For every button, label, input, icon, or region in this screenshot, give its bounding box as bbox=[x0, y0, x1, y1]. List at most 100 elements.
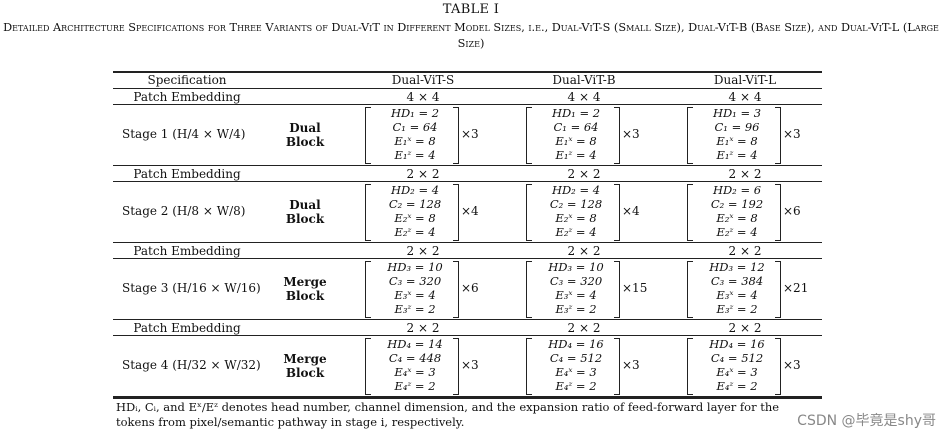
block-type-word: Block bbox=[285, 212, 325, 226]
repeat-count: ×15 bbox=[622, 281, 648, 295]
right-bracket bbox=[453, 184, 459, 241]
row-rule bbox=[113, 242, 822, 243]
hyperparam-line: C₃ = 320 bbox=[549, 274, 603, 288]
hyperparam-line: C₄ = 448 bbox=[388, 351, 442, 365]
block-type: Merge Block bbox=[278, 352, 332, 380]
patch-size-value: 4 × 4 bbox=[728, 90, 762, 104]
right-bracket bbox=[614, 261, 620, 318]
row-rule bbox=[113, 181, 822, 182]
hyperparam-line: E₁ˣ = 8 bbox=[716, 134, 758, 148]
hyperparam-line: HD₄ = 16 bbox=[548, 337, 604, 351]
stage-label: Stage 2 (H/8 × W/8) bbox=[122, 204, 246, 218]
hyperparam-line: E₄ˣ = 3 bbox=[716, 365, 758, 379]
block-type: Dual Block bbox=[278, 198, 332, 226]
table-caption: Detailed Architecture Specifications for… bbox=[3, 21, 939, 50]
hyperparam-line: E₃ˣ = 4 bbox=[555, 288, 597, 302]
left-bracket bbox=[365, 261, 371, 318]
header-variant: Dual-ViT-S bbox=[391, 73, 455, 87]
repeat-count: ×4 bbox=[461, 204, 479, 218]
hyperparam-line: E₁ˣ = 8 bbox=[555, 134, 597, 148]
hyperparam-line: C₂ = 128 bbox=[549, 197, 603, 211]
left-bracket bbox=[526, 261, 532, 318]
hyperparam-line: C₁ = 96 bbox=[714, 120, 760, 134]
stage-label: Stage 3 (H/16 × W/16) bbox=[122, 281, 261, 295]
left-bracket bbox=[687, 184, 693, 241]
block-type-word: Merge bbox=[283, 275, 327, 289]
hyperparam-matrix: HD₄ = 16 C₄ = 512 E₄ˣ = 3 E₄ᶻ = 2 bbox=[532, 337, 620, 393]
hyperparam-line: C₄ = 512 bbox=[549, 351, 603, 365]
hyperparam-line: C₄ = 512 bbox=[710, 351, 764, 365]
right-bracket bbox=[775, 338, 781, 395]
block-type-word: Dual bbox=[289, 198, 321, 212]
hyperparam-line: HD₄ = 16 bbox=[709, 337, 765, 351]
left-bracket bbox=[526, 107, 532, 164]
hyperparam-line: E₂ᶻ = 4 bbox=[555, 225, 597, 239]
block-type: Merge Block bbox=[278, 275, 332, 303]
row-rule bbox=[113, 258, 822, 259]
block-type: Dual Block bbox=[278, 121, 332, 149]
hyperparam-matrix: HD₃ = 10 C₃ = 320 E₃ˣ = 4 E₃ᶻ = 2 bbox=[532, 260, 620, 316]
patch-size-value: 2 × 2 bbox=[567, 244, 601, 258]
header-variant: Dual-ViT-B bbox=[552, 73, 616, 87]
hyperparam-line: C₃ = 320 bbox=[388, 274, 442, 288]
hyperparam-line: HD₁ = 2 bbox=[551, 106, 601, 120]
right-bracket bbox=[775, 107, 781, 164]
bottom-rule bbox=[113, 397, 822, 399]
top-rule bbox=[113, 71, 822, 73]
patch-embedding-label: Patch Embedding bbox=[133, 167, 241, 181]
patch-embedding-label: Patch Embedding bbox=[133, 321, 241, 335]
hyperparam-line: HD₂ = 4 bbox=[551, 183, 601, 197]
block-type-word: Merge bbox=[283, 352, 327, 366]
stage-label: Stage 1 (H/4 × W/4) bbox=[122, 127, 246, 141]
block-type-word: Block bbox=[285, 135, 325, 149]
header-variant: Dual-ViT-L bbox=[713, 73, 777, 87]
hyperparam-matrix: HD₃ = 10 C₃ = 320 E₃ˣ = 4 E₃ᶻ = 2 bbox=[371, 260, 459, 316]
left-bracket bbox=[687, 261, 693, 318]
hyperparam-line: E₄ˣ = 3 bbox=[394, 365, 436, 379]
left-bracket bbox=[526, 184, 532, 241]
row-rule bbox=[113, 319, 822, 320]
block-type-word: Block bbox=[285, 289, 325, 303]
header-rule bbox=[113, 88, 822, 89]
hyperparam-matrix: HD₂ = 6 C₂ = 192 E₂ˣ = 8 E₂ᶻ = 4 bbox=[693, 183, 781, 239]
right-bracket bbox=[453, 338, 459, 395]
left-bracket bbox=[526, 338, 532, 395]
right-bracket bbox=[614, 338, 620, 395]
patch-embedding-label: Patch Embedding bbox=[133, 244, 241, 258]
repeat-count: ×3 bbox=[461, 358, 479, 372]
patch-size-value: 2 × 2 bbox=[406, 167, 440, 181]
patch-size-value: 2 × 2 bbox=[728, 321, 762, 335]
hyperparam-line: C₃ = 384 bbox=[710, 274, 764, 288]
right-bracket bbox=[614, 107, 620, 164]
left-bracket bbox=[365, 107, 371, 164]
repeat-count: ×3 bbox=[622, 127, 640, 141]
patch-size-value: 4 × 4 bbox=[567, 90, 601, 104]
block-type-word: Dual bbox=[289, 121, 321, 135]
stage-label: Stage 4 (H/32 × W/32) bbox=[122, 358, 261, 372]
table-label: TABLE I bbox=[442, 2, 500, 17]
left-bracket bbox=[687, 338, 693, 395]
watermark: CSDN @毕竟是shy哥 bbox=[797, 413, 936, 429]
hyperparam-matrix: HD₄ = 16 C₄ = 512 E₄ˣ = 3 E₄ᶻ = 2 bbox=[693, 337, 781, 393]
left-bracket bbox=[365, 184, 371, 241]
hyperparam-line: E₁ᶻ = 4 bbox=[555, 148, 597, 162]
hyperparam-matrix: HD₃ = 12 C₃ = 384 E₃ˣ = 4 E₃ᶻ = 2 bbox=[693, 260, 781, 316]
block-type-word: Block bbox=[285, 366, 325, 380]
hyperparam-line: E₃ᶻ = 2 bbox=[555, 302, 597, 316]
hyperparam-line: HD₂ = 4 bbox=[390, 183, 440, 197]
repeat-count: ×3 bbox=[783, 358, 801, 372]
left-bracket bbox=[687, 107, 693, 164]
hyperparam-line: C₂ = 128 bbox=[388, 197, 442, 211]
right-bracket bbox=[614, 184, 620, 241]
hyperparam-matrix: HD₁ = 2 C₁ = 64 E₁ˣ = 8 E₁ᶻ = 4 bbox=[371, 106, 459, 162]
hyperparam-matrix: HD₁ = 3 C₁ = 96 E₁ˣ = 8 E₁ᶻ = 4 bbox=[693, 106, 781, 162]
hyperparam-matrix: HD₄ = 14 C₄ = 448 E₄ˣ = 3 E₄ᶻ = 2 bbox=[371, 337, 459, 393]
hyperparam-line: E₃ˣ = 4 bbox=[394, 288, 436, 302]
hyperparam-line: E₂ᶻ = 4 bbox=[394, 225, 436, 239]
row-rule bbox=[113, 104, 822, 105]
patch-size-value: 2 × 2 bbox=[406, 244, 440, 258]
hyperparam-line: HD₁ = 2 bbox=[390, 106, 440, 120]
hyperparam-matrix: HD₂ = 4 C₂ = 128 E₂ˣ = 8 E₂ᶻ = 4 bbox=[532, 183, 620, 239]
left-bracket bbox=[365, 338, 371, 395]
hyperparam-line: E₁ᶻ = 4 bbox=[394, 148, 436, 162]
